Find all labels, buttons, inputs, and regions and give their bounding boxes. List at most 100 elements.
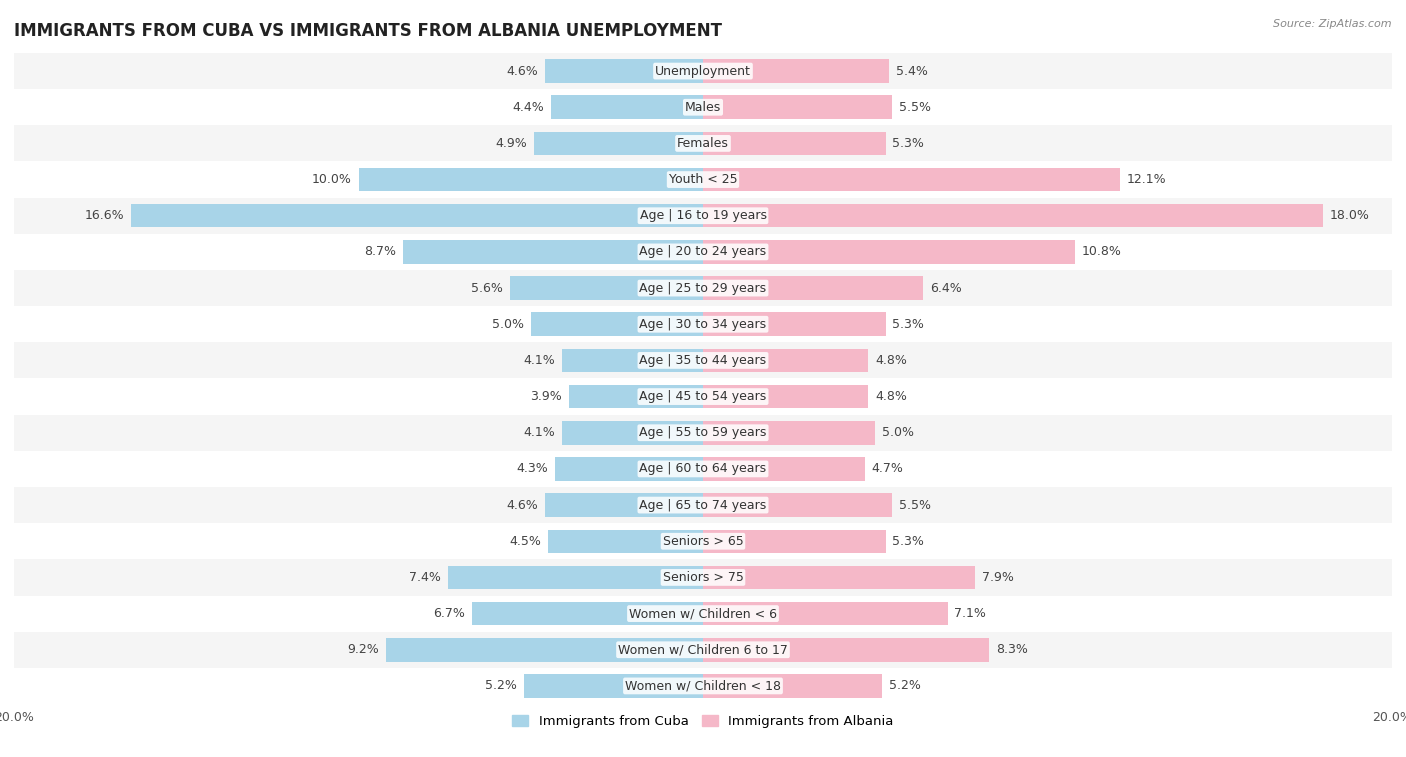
Text: 10.8%: 10.8% bbox=[1083, 245, 1122, 258]
Text: 8.3%: 8.3% bbox=[995, 643, 1028, 656]
Bar bbox=[703, 204, 1323, 228]
Bar bbox=[14, 306, 1392, 342]
Text: 6.7%: 6.7% bbox=[433, 607, 465, 620]
Bar bbox=[703, 457, 865, 481]
Bar bbox=[703, 349, 869, 372]
Text: 4.1%: 4.1% bbox=[523, 426, 555, 439]
Bar bbox=[555, 457, 703, 481]
Bar bbox=[703, 602, 948, 625]
Text: 5.0%: 5.0% bbox=[882, 426, 914, 439]
Text: Seniors > 75: Seniors > 75 bbox=[662, 571, 744, 584]
Bar bbox=[359, 168, 703, 192]
Bar bbox=[703, 95, 893, 119]
Text: Seniors > 65: Seniors > 65 bbox=[662, 534, 744, 548]
Bar bbox=[14, 451, 1392, 487]
Text: 4.1%: 4.1% bbox=[523, 354, 555, 367]
Text: Males: Males bbox=[685, 101, 721, 114]
Bar bbox=[14, 668, 1392, 704]
Bar bbox=[14, 342, 1392, 378]
Bar bbox=[14, 198, 1392, 234]
Text: 7.1%: 7.1% bbox=[955, 607, 987, 620]
Bar bbox=[14, 161, 1392, 198]
Bar bbox=[131, 204, 703, 228]
Bar bbox=[568, 385, 703, 408]
Text: 7.9%: 7.9% bbox=[981, 571, 1014, 584]
Text: Age | 20 to 24 years: Age | 20 to 24 years bbox=[640, 245, 766, 258]
Text: Unemployment: Unemployment bbox=[655, 64, 751, 77]
Text: 4.8%: 4.8% bbox=[875, 390, 907, 403]
Text: Age | 25 to 29 years: Age | 25 to 29 years bbox=[640, 282, 766, 294]
Text: 9.2%: 9.2% bbox=[347, 643, 380, 656]
Bar bbox=[551, 95, 703, 119]
Bar bbox=[703, 240, 1076, 263]
Bar bbox=[703, 638, 988, 662]
Bar bbox=[472, 602, 703, 625]
Text: 4.6%: 4.6% bbox=[506, 64, 537, 77]
Text: Age | 35 to 44 years: Age | 35 to 44 years bbox=[640, 354, 766, 367]
Text: 10.0%: 10.0% bbox=[312, 173, 352, 186]
Bar bbox=[404, 240, 703, 263]
Bar bbox=[14, 631, 1392, 668]
Text: Age | 45 to 54 years: Age | 45 to 54 years bbox=[640, 390, 766, 403]
Text: IMMIGRANTS FROM CUBA VS IMMIGRANTS FROM ALBANIA UNEMPLOYMENT: IMMIGRANTS FROM CUBA VS IMMIGRANTS FROM … bbox=[14, 22, 723, 40]
Bar bbox=[562, 421, 703, 444]
Text: 18.0%: 18.0% bbox=[1330, 209, 1369, 223]
Text: Women w/ Children < 18: Women w/ Children < 18 bbox=[626, 680, 780, 693]
Text: 5.2%: 5.2% bbox=[485, 680, 517, 693]
Text: 4.8%: 4.8% bbox=[875, 354, 907, 367]
Text: Youth < 25: Youth < 25 bbox=[669, 173, 737, 186]
Bar bbox=[544, 494, 703, 517]
Bar bbox=[449, 565, 703, 589]
Bar bbox=[703, 59, 889, 83]
Text: Females: Females bbox=[678, 137, 728, 150]
Bar bbox=[548, 529, 703, 553]
Text: 7.4%: 7.4% bbox=[409, 571, 441, 584]
Text: 12.1%: 12.1% bbox=[1126, 173, 1167, 186]
Text: 5.5%: 5.5% bbox=[900, 499, 931, 512]
Bar bbox=[14, 234, 1392, 270]
Text: 4.4%: 4.4% bbox=[513, 101, 544, 114]
Text: 5.3%: 5.3% bbox=[893, 318, 924, 331]
Text: 4.7%: 4.7% bbox=[872, 463, 904, 475]
Bar bbox=[14, 415, 1392, 451]
Bar bbox=[703, 168, 1119, 192]
Bar bbox=[14, 523, 1392, 559]
Text: 5.0%: 5.0% bbox=[492, 318, 524, 331]
Text: Age | 30 to 34 years: Age | 30 to 34 years bbox=[640, 318, 766, 331]
Text: 5.4%: 5.4% bbox=[896, 64, 928, 77]
Text: Source: ZipAtlas.com: Source: ZipAtlas.com bbox=[1274, 19, 1392, 29]
Text: 5.3%: 5.3% bbox=[893, 534, 924, 548]
Bar bbox=[531, 313, 703, 336]
Text: 16.6%: 16.6% bbox=[84, 209, 124, 223]
Bar bbox=[703, 421, 875, 444]
Text: 5.6%: 5.6% bbox=[471, 282, 503, 294]
Bar bbox=[703, 674, 882, 698]
Text: Age | 55 to 59 years: Age | 55 to 59 years bbox=[640, 426, 766, 439]
Text: 3.9%: 3.9% bbox=[530, 390, 562, 403]
Legend: Immigrants from Cuba, Immigrants from Albania: Immigrants from Cuba, Immigrants from Al… bbox=[508, 709, 898, 734]
Bar bbox=[14, 596, 1392, 631]
Text: Women w/ Children < 6: Women w/ Children < 6 bbox=[628, 607, 778, 620]
Bar bbox=[703, 529, 886, 553]
Bar bbox=[510, 276, 703, 300]
Bar bbox=[544, 59, 703, 83]
Bar bbox=[703, 385, 869, 408]
Bar bbox=[14, 270, 1392, 306]
Bar bbox=[14, 89, 1392, 126]
Text: 5.2%: 5.2% bbox=[889, 680, 921, 693]
Text: 4.3%: 4.3% bbox=[516, 463, 548, 475]
Text: Age | 60 to 64 years: Age | 60 to 64 years bbox=[640, 463, 766, 475]
Bar bbox=[387, 638, 703, 662]
Bar bbox=[524, 674, 703, 698]
Bar bbox=[562, 349, 703, 372]
Text: 5.5%: 5.5% bbox=[900, 101, 931, 114]
Bar bbox=[14, 53, 1392, 89]
Text: 8.7%: 8.7% bbox=[364, 245, 396, 258]
Bar bbox=[703, 276, 924, 300]
Bar bbox=[703, 313, 886, 336]
Text: 4.5%: 4.5% bbox=[509, 534, 541, 548]
Bar bbox=[14, 559, 1392, 596]
Text: 5.3%: 5.3% bbox=[893, 137, 924, 150]
Bar bbox=[14, 126, 1392, 161]
Text: Age | 16 to 19 years: Age | 16 to 19 years bbox=[640, 209, 766, 223]
